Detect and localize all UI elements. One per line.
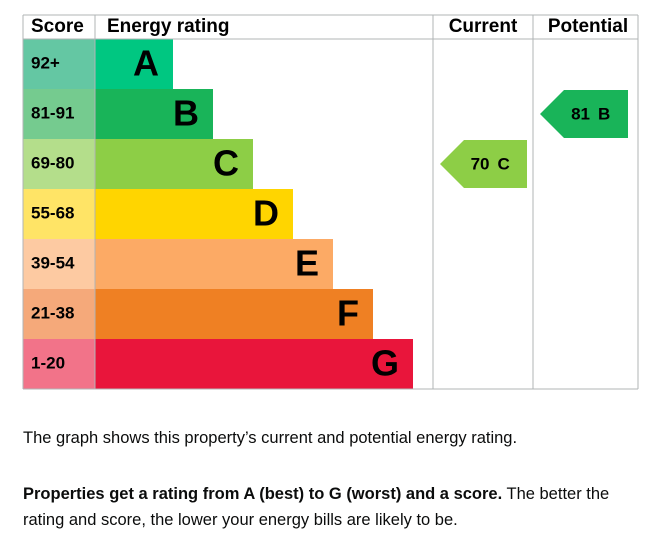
score-range: 92+ xyxy=(31,53,60,72)
score-range: 21-38 xyxy=(31,303,74,322)
score-cell xyxy=(23,239,95,289)
score-cell xyxy=(23,189,95,239)
header-energy-rating: Energy rating xyxy=(107,16,229,37)
rating-bar xyxy=(95,139,253,189)
current-arrow xyxy=(440,140,527,188)
score-cell xyxy=(23,139,95,189)
rating-bar xyxy=(95,89,213,139)
header-potential: Potential xyxy=(548,16,628,37)
score-range: 55-68 xyxy=(31,203,74,222)
explanation-bold: Properties get a rating from A (best) to… xyxy=(23,485,503,503)
rating-letter: E xyxy=(295,243,319,284)
rating-letter: B xyxy=(173,93,199,134)
current-rating: C xyxy=(498,154,510,173)
explanation: Properties get a rating from A (best) to… xyxy=(23,481,648,533)
rating-bar xyxy=(95,289,373,339)
rating-bar xyxy=(95,239,333,289)
score-cell xyxy=(23,339,95,389)
potential-rating: B xyxy=(598,104,610,123)
rating-bar xyxy=(95,189,293,239)
rating-bar xyxy=(95,339,413,389)
explanation-rest: The better the rating and score, the low… xyxy=(23,485,610,529)
rating-letter: D xyxy=(253,193,279,234)
description: The graph shows this property’s current … xyxy=(23,429,518,447)
current-score: 70 xyxy=(471,154,490,173)
rating-letter: A xyxy=(133,43,159,84)
score-range: 1-20 xyxy=(31,353,65,372)
epc-chart: Score Energy rating Current Potential 92… xyxy=(22,14,639,390)
rating-bar xyxy=(95,39,173,89)
score-cell xyxy=(23,39,95,89)
score-cell xyxy=(23,289,95,339)
score-range: 69-80 xyxy=(31,153,74,172)
header-score: Score xyxy=(31,16,84,37)
potential-score: 81 xyxy=(571,104,590,123)
score-range: 39-54 xyxy=(31,253,75,272)
score-range: 81-91 xyxy=(31,103,74,122)
rating-letter: G xyxy=(371,343,399,384)
header-current: Current xyxy=(449,16,518,37)
rating-letter: C xyxy=(213,143,239,184)
rating-letter: F xyxy=(337,293,359,334)
score-cell xyxy=(23,89,95,139)
potential-arrow xyxy=(540,90,628,138)
